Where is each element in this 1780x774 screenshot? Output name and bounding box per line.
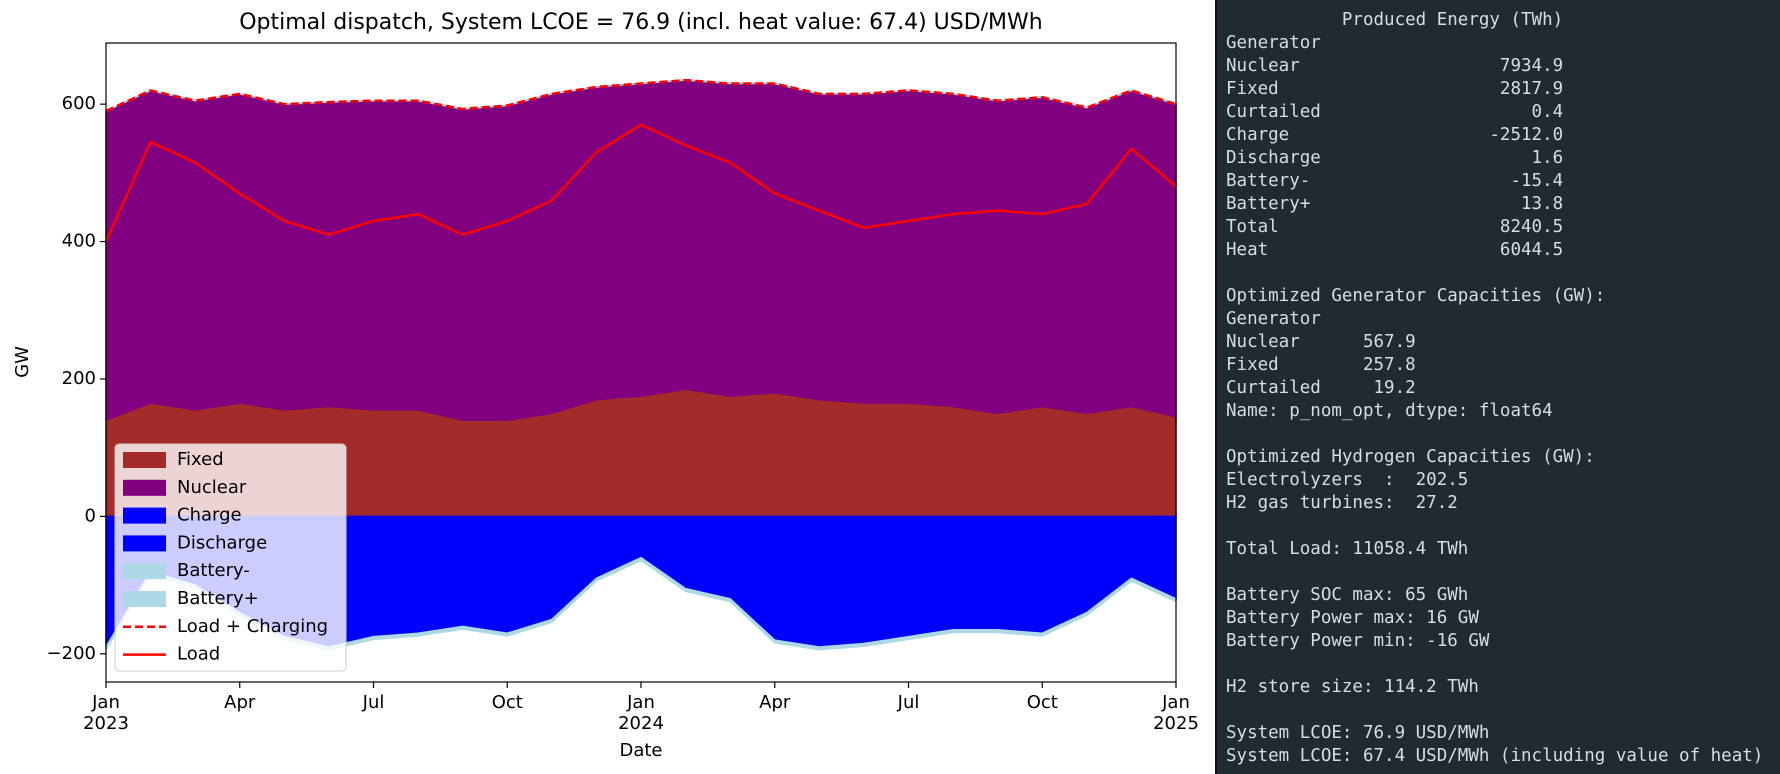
legend-label: Nuclear	[177, 477, 247, 498]
x-tick-label: Oct	[492, 692, 523, 713]
x-tick-year: 2024	[618, 713, 664, 734]
x-tick-year: 2023	[83, 713, 129, 734]
legend-swatch	[123, 452, 166, 468]
legend-label: Battery+	[177, 588, 259, 609]
legend: Fixed Nuclear Charge Discharge Battery- Batte…	[114, 443, 347, 672]
terminal-line: Generator	[1226, 309, 1321, 329]
x-tick-label: Jul	[897, 692, 920, 713]
terminal-line: Fixed 2817.9	[1226, 79, 1563, 99]
terminal-line: Name: p_nom_opt, dtype: float64	[1226, 401, 1553, 421]
legend-label: Fixed	[177, 449, 224, 470]
terminal-line: Curtailed 19.2	[1226, 378, 1416, 398]
chart-title: Optimal dispatch, System LCOE = 76.9 (in…	[239, 10, 1043, 35]
legend-swatch	[123, 535, 166, 552]
legend-swatch	[123, 591, 166, 607]
legend-swatch	[123, 563, 166, 580]
area	[105, 79, 1177, 422]
terminal-line: Discharge 1.6	[1226, 148, 1563, 168]
x-tick-label: Jul	[362, 692, 385, 713]
terminal-line: Battery SOC max: 65 GWh	[1226, 585, 1468, 605]
x-tick-label: Jan	[1161, 692, 1190, 713]
x-tick-label: Oct	[1027, 692, 1058, 713]
terminal-line: System LCOE: 67.4 USD/MWh (including val…	[1226, 746, 1763, 766]
terminal-line: Total Load: 11058.4 TWh	[1226, 539, 1468, 559]
terminal-line: Nuclear 7934.9	[1226, 56, 1563, 76]
terminal-line: Nuclear 567.9	[1226, 332, 1416, 352]
terminal-line: Curtailed 0.4	[1226, 102, 1563, 122]
terminal-line: H2 gas turbines: 27.2	[1226, 493, 1458, 513]
terminal-line: System LCOE: 76.9 USD/MWh	[1226, 723, 1489, 743]
x-tick-year: 2025	[1153, 713, 1199, 734]
legend-swatch	[123, 507, 166, 524]
legend-label: Load + Charging	[177, 616, 328, 637]
terminal-line: Generator	[1226, 33, 1321, 53]
legend-label: Discharge	[177, 532, 267, 553]
y-tick-label: 200	[62, 368, 96, 389]
y-tick-label: −200	[47, 643, 96, 664]
terminal-line: Electrolyzers : 202.5	[1226, 470, 1468, 490]
terminal-line: Charge -2512.0	[1226, 125, 1563, 145]
line	[105, 78, 1177, 113]
legend-swatch	[123, 479, 166, 496]
terminal-line: Battery Power min: -16 GW	[1226, 631, 1490, 651]
legend-label: Charge	[177, 505, 242, 526]
x-tick-label: Apr	[224, 692, 256, 713]
areas	[105, 79, 1177, 653]
chart: Optimal dispatch, System LCOE = 76.9 (in…	[12, 10, 1199, 761]
terminal-line: H2 store size: 114.2 TWh	[1226, 677, 1479, 697]
legend-label: Load	[177, 644, 220, 665]
terminal-line: Heat 6044.5	[1226, 240, 1563, 260]
x-tick-label: Jan	[91, 692, 120, 713]
terminal: Produced Energy (TWh) Generator Nuclear 79…	[1215, 0, 1780, 774]
line	[104, 123, 1177, 243]
terminal-line: Battery- -15.4	[1226, 171, 1563, 191]
x-tick-label: Jan	[626, 692, 655, 713]
y-tick-label: 400	[62, 231, 96, 252]
legend-label: Battery-	[177, 560, 250, 581]
y-tick-label: 600	[62, 93, 96, 114]
terminal-line: Fixed 257.8	[1226, 355, 1416, 375]
terminal-line: Optimized Hydrogen Capacities (GW):	[1226, 447, 1595, 467]
x-tick-label: Apr	[759, 692, 791, 713]
terminal-line: Total 8240.5	[1226, 217, 1563, 237]
legend-box	[114, 443, 347, 672]
terminal-line: Optimized Generator Capacities (GW):	[1226, 286, 1605, 306]
y-tick-label: 0	[85, 505, 96, 526]
y-axis-label: GW	[12, 346, 33, 378]
terminal-line: Battery Power max: 16 GW	[1226, 608, 1479, 628]
terminal-line: Battery+ 13.8	[1226, 194, 1563, 214]
x-axis-label: Date	[619, 740, 662, 761]
terminal-line: Produced Energy (TWh)	[1226, 10, 1563, 30]
